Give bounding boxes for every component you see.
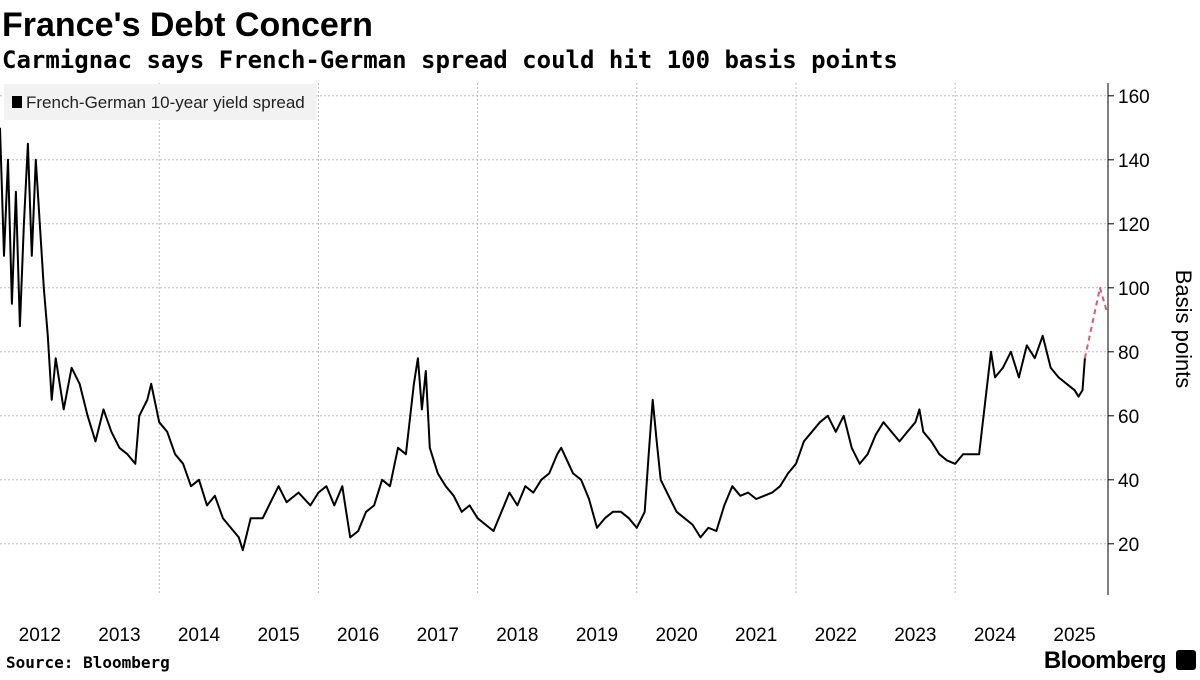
y-tick-label: 20 [1118,535,1139,556]
x-tick-label: 2013 [98,625,140,646]
x-tick-label: 2012 [19,625,61,646]
y-tick-label: 60 [1118,407,1139,428]
projection-line [1083,286,1108,359]
legend-box [4,84,317,120]
x-tick-label: 2022 [815,625,857,646]
y-tick-label: 100 [1118,279,1150,300]
x-tick-label: 2017 [417,625,459,646]
chart-title: France's Debt Concern [2,6,373,44]
x-tick-label: 2020 [655,625,697,646]
x-tick-label: 2024 [974,625,1017,646]
x-tick-label: 2016 [337,625,379,646]
legend-swatch [12,96,22,108]
x-tick-label: 2021 [735,625,777,646]
x-tick-label: 2014 [178,625,221,646]
legend-label: French-German 10-year yield spread [26,93,305,112]
x-tick-label: 2018 [496,625,538,646]
y-axis-title: Basis points [1171,270,1196,389]
brand: Bloomberg [1044,647,1166,674]
x-tick-label: 2015 [257,625,299,646]
x-tick-label: 2019 [576,625,618,646]
x-tick-label: 2023 [894,625,936,646]
brand-icon [1176,650,1196,670]
y-tick-label: 140 [1118,151,1150,172]
y-tick-label: 160 [1118,87,1150,108]
source: Source: Bloomberg [6,653,170,672]
y-tick-label: 40 [1118,471,1139,492]
y-tick-label: 80 [1118,343,1139,364]
line [0,127,1086,552]
y-tick-label: 120 [1118,215,1150,236]
x-tick-label: 2025 [1053,625,1095,646]
chart-subtitle: Carmignac says French-German spread coul… [2,46,898,74]
